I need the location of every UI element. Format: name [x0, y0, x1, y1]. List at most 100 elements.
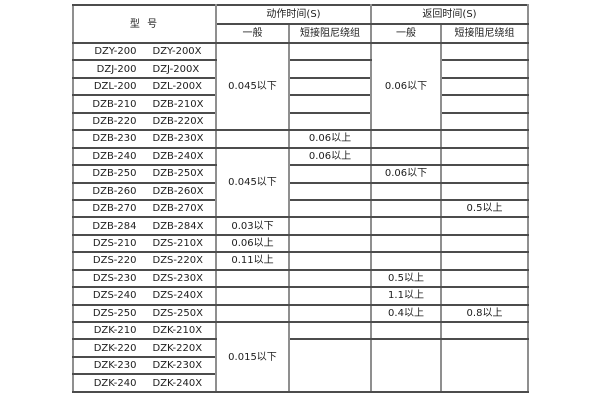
- model-name-x: DZS-210X: [152, 238, 203, 250]
- table-row: DZB-240 DZB-240X 0.045以下 0.06以上: [72, 146, 529, 219]
- ret-general-value-cell: [370, 181, 442, 201]
- act-general-value-cell: 0.045以下: [215, 146, 290, 219]
- model-name: DZB-260: [92, 185, 137, 197]
- model-name-x: DZB-260X: [152, 185, 204, 197]
- ret-general-value-cell: 0.4以上: [370, 303, 442, 324]
- model-pair: DZK-220 DZK-220X: [75, 342, 214, 354]
- table-row: DZK-210 DZK-210X 0.015以下: [72, 320, 529, 393]
- act-general-value-cell: [215, 286, 290, 306]
- table-row: DZK-240 DZK-240X: [72, 373, 528, 393]
- model-name-x: DZB-284X: [152, 220, 204, 232]
- model-pair: DZL-200 DZL-200X: [75, 81, 214, 93]
- model-name-x: DZS-250X: [152, 307, 203, 319]
- table-row: DZB-230 DZB-230X 0.06以上: [72, 129, 529, 149]
- act-general-value-cell: 0.11以上: [215, 251, 290, 271]
- model-name: DZB-284: [92, 220, 137, 232]
- act-damp-value-cell: [288, 286, 372, 306]
- act-damp-value-cell: [288, 338, 372, 393]
- ret-damp-value-cell: [440, 181, 529, 201]
- act-damp-value-cell: [288, 320, 372, 341]
- ret-damp-value-cell: [440, 146, 529, 167]
- ret-damp-value-cell: [440, 233, 529, 254]
- table-row: DZS-220 DZS-220X 0.11以上: [72, 251, 529, 271]
- ret-general-value-cell: [370, 129, 442, 149]
- model-pair: DZB-240 DZB-240X: [75, 150, 214, 162]
- model-name: DZB-220: [92, 115, 137, 127]
- spec-table-header: 型 号 动作时间(S) 返回时间(S) 一般 短接阻尼绕组 一般 短接阻尼绕组: [72, 4, 529, 44]
- model-name: DZS-210: [92, 238, 137, 250]
- ret-damp-value-cell: [440, 111, 529, 132]
- table-row: DZS-210 DZS-210X 0.06以上: [72, 233, 529, 254]
- act-damp-value-cell: [288, 76, 372, 97]
- act-damp-value-cell: [288, 181, 372, 201]
- ret-damp-value-cell: [440, 251, 529, 271]
- ret-damp-value-cell: [440, 268, 529, 289]
- table-row: DZB-270 DZB-270X 0.5以上: [72, 198, 529, 219]
- model-name: DZB-240: [92, 150, 137, 162]
- ret-damp-value-cell: [440, 59, 529, 79]
- model-name-x: DZS-220X: [152, 255, 203, 267]
- model-cell: DZB-240 DZB-240X: [72, 146, 217, 167]
- act-general-value-cell: [215, 268, 290, 289]
- spec-table-container: 型 号 动作时间(S) 返回时间(S) 一般 短接阻尼绕组 一般 短接阻尼绕组 …: [72, 4, 529, 393]
- act-damp-value-cell: 0.06以上: [288, 146, 372, 167]
- model-name-x: DZB-240X: [152, 150, 204, 162]
- model-name-x: DZK-220X: [152, 342, 203, 354]
- header-action-time: 动作时间(S): [215, 4, 372, 25]
- model-name: DZK-230: [93, 360, 137, 372]
- model-name: DZJ-200: [96, 63, 137, 75]
- act-general-value-cell: 0.03以下: [215, 216, 290, 236]
- model-name-x: DZB-270X: [152, 203, 204, 215]
- model-cell: DZB-270 DZB-270X: [72, 198, 217, 219]
- table-row: DZY-200 DZY-200X 0.045以下 0.06以下: [72, 41, 529, 132]
- model-cell: DZL-200 DZL-200X: [72, 76, 217, 97]
- ret-general-value-cell: [370, 338, 442, 393]
- act-general-value-cell: [215, 129, 290, 149]
- model-name: DZB-270: [92, 203, 137, 215]
- model-name: DZK-210: [93, 325, 137, 337]
- model-cell: DZS-250 DZS-250X: [72, 303, 217, 324]
- ret-general-value-cell: [370, 233, 442, 254]
- act-general-value-cell: [215, 303, 290, 324]
- model-pair: DZS-220 DZS-220X: [75, 255, 214, 267]
- table-row: DZB-220 DZB-220X: [72, 111, 529, 132]
- ret-general-value-cell: [370, 216, 442, 236]
- model-pair: DZS-240 DZS-240X: [75, 290, 214, 301]
- model-cell: DZK-220 DZK-220X: [72, 338, 217, 358]
- model-cell: DZS-240 DZS-240X: [72, 286, 217, 306]
- model-name: DZB-230: [92, 133, 137, 145]
- model-name: DZS-230: [92, 272, 137, 284]
- spec-table: 型 号 动作时间(S) 返回时间(S) 一般 短接阻尼绕组 一般 短接阻尼绕组 …: [72, 4, 529, 393]
- model-pair: DZS-250 DZS-250X: [75, 307, 214, 319]
- act-damp-value-cell: [288, 41, 372, 62]
- act-damp-value-cell: [288, 59, 372, 79]
- table-row: DZL-200 DZL-200X: [72, 76, 529, 97]
- model-cell: DZB-220 DZB-220X: [72, 111, 217, 132]
- model-cell: DZS-230 DZS-230X: [72, 268, 217, 289]
- model-pair: DZY-200 DZY-200X: [75, 46, 214, 58]
- model-pair: DZK-210 DZK-210X: [75, 325, 214, 337]
- model-cell: DZS-210 DZS-210X: [72, 233, 217, 254]
- model-pair: DZB-220 DZB-220X: [75, 115, 214, 127]
- act-damp-value-cell: [288, 164, 372, 184]
- model-cell: DZS-220 DZS-220X: [72, 251, 217, 271]
- ret-general-value-cell: [370, 320, 442, 341]
- model-name-x: DZL-200X: [152, 81, 203, 93]
- model-name: DZB-250: [92, 168, 137, 180]
- model-cell: DZK-210 DZK-210X: [72, 320, 217, 341]
- model-name-x: DZY-200X: [152, 46, 202, 58]
- table-row: DZS-240 DZS-240X 1.1以上: [72, 286, 529, 306]
- spec-table-body: DZY-200 DZY-200X 0.045以下 0.06以下 DZJ-200 DZJ-2…: [72, 41, 529, 393]
- header-model: 型 号: [72, 4, 217, 44]
- ret-general-value-cell: [370, 198, 442, 219]
- model-name-x: DZB-210X: [152, 98, 204, 110]
- model-cell: DZB-260 DZB-260X: [72, 181, 217, 201]
- model-pair: DZS-210 DZS-210X: [75, 238, 214, 250]
- model-name: DZK-240: [93, 377, 137, 389]
- model-name-x: DZB-250X: [152, 168, 204, 180]
- act-general-value-cell: 0.06以上: [215, 233, 290, 254]
- act-damp-value-cell: [288, 216, 372, 236]
- model-name-x: DZB-220X: [152, 115, 204, 127]
- model-cell: DZK-240 DZK-240X: [72, 373, 217, 393]
- model-name-x: DZK-230X: [152, 360, 203, 372]
